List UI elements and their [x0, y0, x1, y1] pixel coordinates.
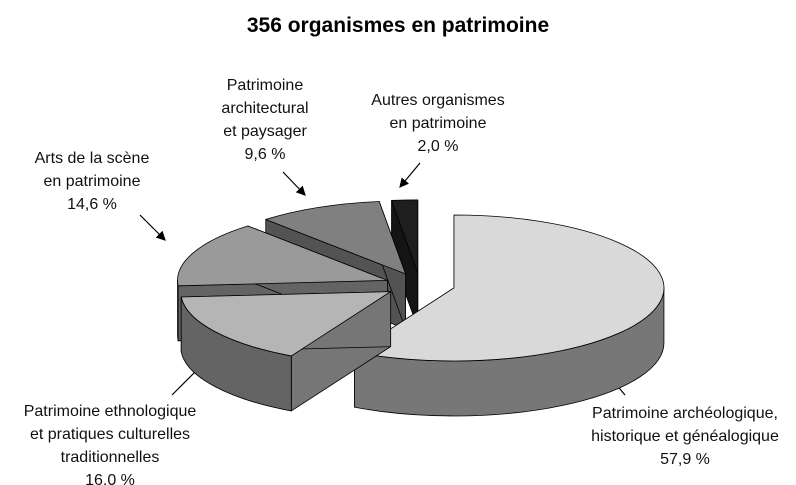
slice-outer-side	[177, 280, 179, 342]
slice	[265, 201, 406, 275]
value-label: 57,9 %	[660, 451, 710, 468]
slice	[354, 214, 665, 362]
category-label: Autres organismes en patrimoine	[371, 92, 505, 132]
pie	[177, 199, 665, 417]
category-label: Arts de la scène en patrimoine	[34, 150, 150, 190]
slice	[177, 225, 388, 287]
value-label: 9,6 %	[244, 146, 286, 163]
slice-label: Patrimoine archéologique, historique et …	[555, 402, 796, 471]
leader-arrow	[282, 171, 306, 196]
category-label: Patrimoine archéologique, historique et …	[591, 405, 779, 445]
slice	[391, 199, 419, 274]
slice-label: Autres organismes en patrimoine 2,0 %	[308, 89, 568, 158]
leader-arrow	[139, 214, 166, 241]
category-label: Patrimoine ethnologique et pratiques cul…	[23, 403, 197, 466]
value-label: 16,0 %	[85, 472, 135, 485]
value-label: 14,6 %	[67, 196, 117, 213]
slice-label: Patrimoine ethnologique et pratiques cul…	[0, 400, 240, 485]
category-label: Patrimoine architectural et paysager	[221, 77, 309, 140]
slice-label: Arts de la scène en patrimoine 14,6 %	[0, 147, 222, 216]
slice-label: Patrimoine architectural et paysager 9,6 …	[135, 74, 395, 166]
value-label: 2,0 %	[417, 138, 459, 155]
slice	[180, 291, 392, 357]
chart-title: 356 organismes en patrimoine	[246, 14, 550, 37]
leader-arrow	[399, 162, 421, 188]
